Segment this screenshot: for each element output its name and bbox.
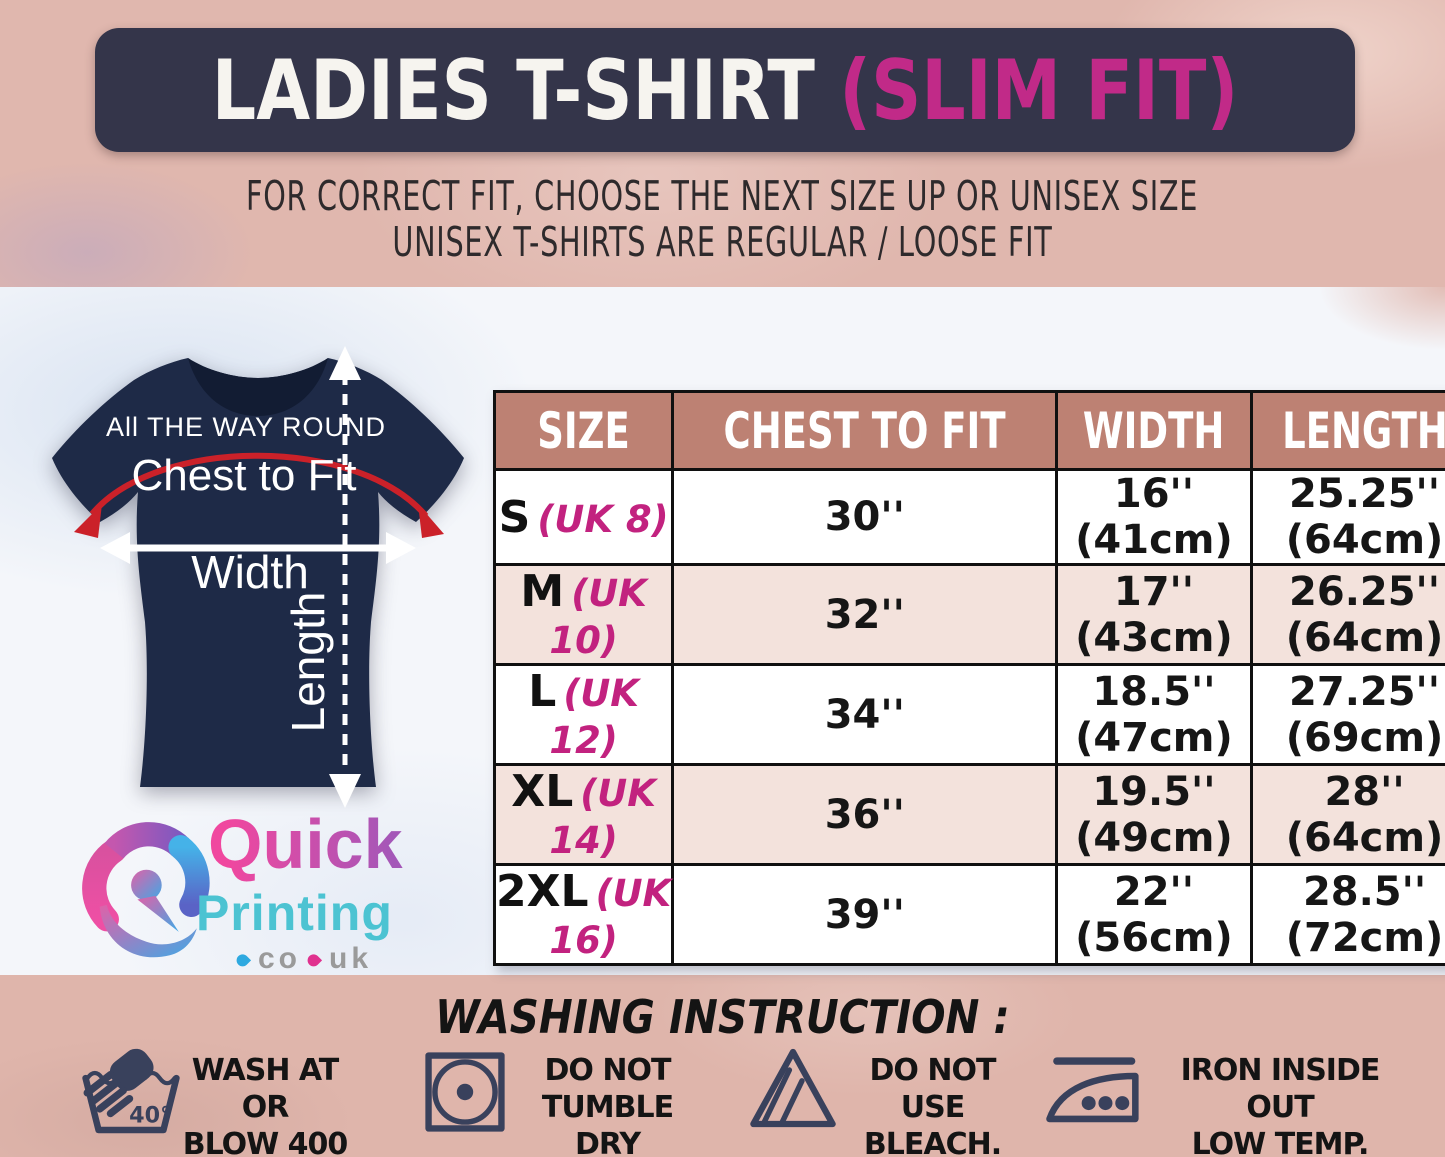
quickprinting-logo: Quick Printing co uk — [70, 805, 470, 985]
width-arrowhead-right — [386, 532, 416, 564]
tshirt-illustration — [52, 358, 464, 787]
page-title-accent: (SLIM FIT) — [839, 41, 1239, 139]
page-title: LADIES T-SHIRT — [211, 41, 815, 139]
handwash-40-icon: 40° — [82, 1048, 180, 1134]
size-table: SIZE CHEST TO FIT WIDTH LENGTH S (UK 8) 3… — [492, 390, 1445, 966]
cell-chest: 39'' — [671, 863, 1059, 966]
quickprinting-logo-icon — [82, 822, 210, 958]
fit-note-line2: UNISEX T-SHIRTS ARE REGULAR / LOOSE FIT — [392, 218, 1053, 266]
all-round-label: All THE WAY ROUND — [106, 412, 386, 442]
cell-chest: 34'' — [671, 663, 1059, 766]
measurement-arrows-overlay: All THE WAY ROUND Chest to Fit Width Len… — [74, 346, 444, 808]
length-arrowhead-bottom — [329, 774, 361, 808]
table-row: XL (UK 14) 36'' 19.5'' (49cm) 28'' (64cm) — [492, 763, 1445, 866]
pink-droplet-icon — [305, 951, 323, 969]
chest-to-fit-label: Chest to Fit — [132, 451, 357, 500]
cell-width: 19.5'' (49cm) — [1055, 763, 1253, 866]
wash-item-label: DO NOT TUMBLE DRY — [541, 1053, 674, 1157]
do-not-tumble-dry-icon — [425, 1052, 505, 1132]
fit-note-line1: FOR CORRECT FIT, CHOOSE THE NEXT SIZE UP… — [246, 172, 1199, 220]
logo-word-quick: Quick — [208, 805, 403, 883]
logo-word-printing: Printing — [196, 885, 393, 941]
cell-width: 22'' (56cm) — [1055, 863, 1253, 966]
cell-chest: 30'' — [671, 468, 1059, 566]
width-arrowhead-left — [100, 532, 130, 564]
col-header-size: SIZE — [492, 390, 675, 471]
cell-chest: 32'' — [671, 563, 1059, 666]
do-not-bleach-icon — [750, 1048, 836, 1128]
cell-size: XL (UK 14) — [492, 763, 675, 866]
logo-domain-uk: uk — [329, 942, 373, 975]
cell-width: 18.5'' (47cm) — [1055, 663, 1253, 766]
col-header-chest: CHEST TO FIT — [671, 390, 1059, 471]
cell-length: 27.25'' (69cm) — [1249, 663, 1445, 766]
cell-length: 28'' (64cm) — [1249, 763, 1445, 866]
length-label: Length — [282, 592, 334, 733]
width-label: Width — [191, 546, 309, 598]
wash-item-label: IRON INSIDE OUT LOW TEMP. — [1180, 1053, 1381, 1157]
wash-temp-text: 40° — [129, 1103, 171, 1129]
length-arrowhead-top — [329, 346, 361, 380]
chest-arc-arrowhead-right — [418, 504, 444, 538]
cell-length: 25.25'' (64cm) — [1249, 468, 1445, 566]
cell-size: S (UK 8) — [492, 468, 675, 566]
page-title-banner: LADIES T-SHIRT (SLIM FIT) — [95, 28, 1355, 152]
cell-chest: 36'' — [671, 763, 1059, 866]
chest-arc-arrow — [89, 452, 429, 518]
cell-size: L (UK 12) — [492, 663, 675, 766]
watercolor-bottom-band — [0, 975, 1445, 1157]
wash-item-label: WASH AT OR BLOW 400 — [182, 1053, 349, 1157]
cell-width: 16'' (41cm) — [1055, 468, 1253, 566]
cell-size: 2XL (UK 16) — [492, 863, 675, 966]
logo-domain-co: co — [258, 942, 302, 975]
cyan-droplet-icon — [234, 951, 252, 969]
cell-size: M (UK 10) — [492, 563, 675, 666]
chest-arc-arrowhead-left — [74, 504, 102, 538]
table-row: L (UK 12) 34'' 18.5'' (47cm) 27.25'' (69c… — [492, 663, 1445, 766]
table-row: M (UK 10) 32'' 17'' (43cm) 26.25'' (64cm) — [492, 563, 1445, 666]
cell-width: 17'' (43cm) — [1055, 563, 1253, 666]
wash-item-label: DO NOT USE BLEACH. — [863, 1053, 1002, 1157]
washing-heading: WASHING INSTRUCTION : — [435, 990, 1010, 1044]
col-header-length: LENGTH — [1249, 390, 1445, 471]
iron-low-temp-icon — [1046, 1057, 1139, 1123]
table-row: S (UK 8) 30'' 16'' (41cm) 25.25'' (64cm) — [492, 468, 1445, 566]
table-row: 2XL (UK 16) 39'' 22'' (56cm) 28.5'' (72cm… — [492, 863, 1445, 966]
size-table-header-row: SIZE CHEST TO FIT WIDTH LENGTH — [492, 390, 1445, 471]
logo-domain: co uk — [234, 942, 373, 976]
cell-length: 28.5'' (72cm) — [1249, 863, 1445, 966]
cell-length: 26.25'' (64cm) — [1249, 563, 1445, 666]
tshirt-measurement-diagram: All THE WAY ROUND Chest to Fit Width Len… — [38, 332, 480, 812]
col-header-width: WIDTH — [1055, 390, 1253, 471]
